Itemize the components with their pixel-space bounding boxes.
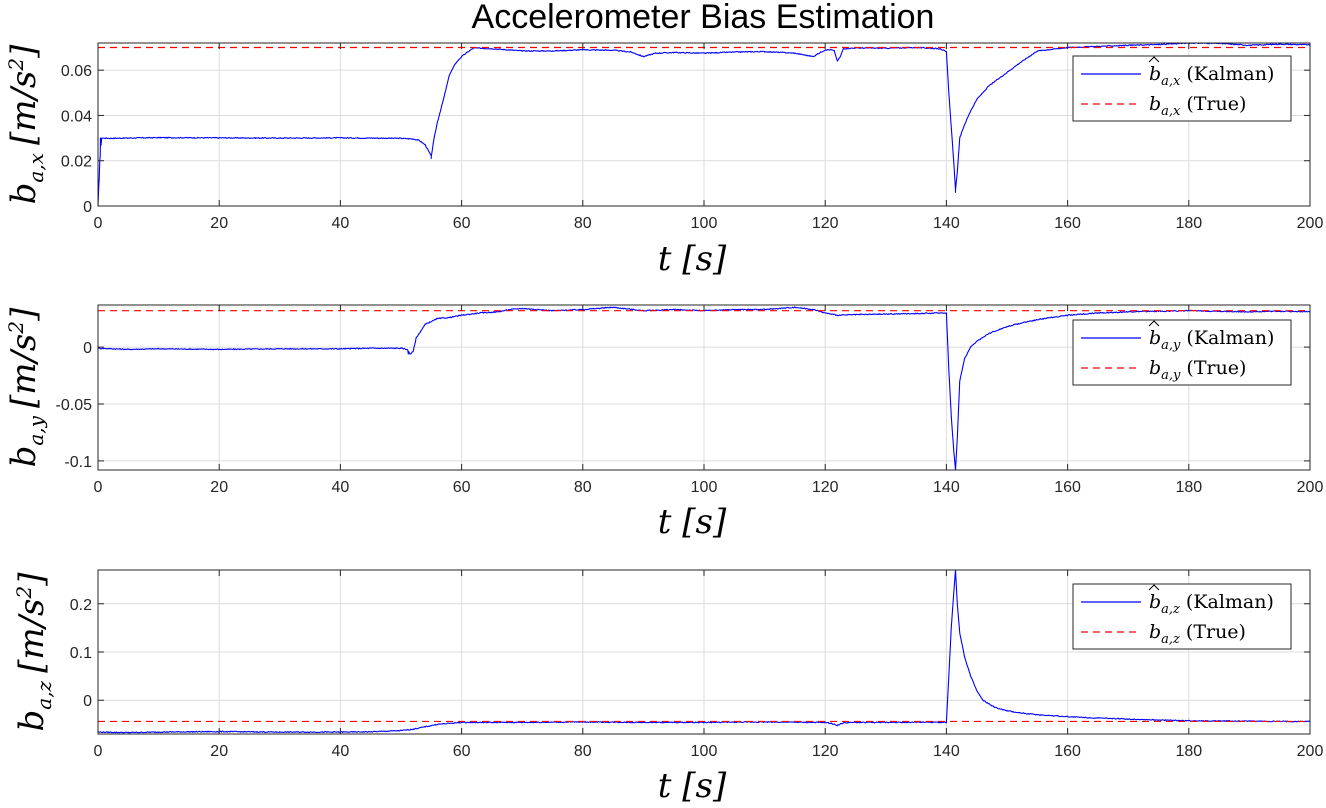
- y-axis-label: ba,z[m/s2]: [12, 572, 56, 732]
- grid-lines: [97, 570, 1311, 734]
- legend-entry: ba,z (Kalman): [1149, 591, 1274, 617]
- y-tick-label: 0: [83, 199, 92, 216]
- x-tick-label: 200: [1297, 479, 1324, 496]
- x-tick-label: 0: [94, 479, 103, 496]
- x-tick-label: 180: [1175, 215, 1202, 232]
- x-tick-label: 100: [691, 743, 718, 760]
- x-tick-label: 140: [933, 479, 960, 496]
- x-tick-label: 140: [933, 215, 960, 232]
- y-tick-label: 0.02: [61, 154, 92, 171]
- y-tick-label: 0: [83, 340, 92, 357]
- x-tick-label: 20: [210, 479, 228, 496]
- y-tick-label: 0.04: [61, 108, 92, 125]
- series-kalman-x: [97, 42, 1311, 207]
- chart-title: Accelerometer Bias Estimation: [472, 0, 935, 36]
- x-tick-label: 180: [1175, 743, 1202, 760]
- x-tick-label: 0: [94, 215, 103, 232]
- legend-entry: ba,z (True): [1149, 621, 1246, 647]
- y-tick-label: 0.1: [70, 645, 92, 662]
- subplots: 0 20 40 60 80 100 120 140 160 180 20000.020.040.06…: [4, 42, 1324, 806]
- x-tick-label: 40: [332, 743, 350, 760]
- x-tick-label: 0: [94, 743, 103, 760]
- legend-box: [1072, 583, 1292, 650]
- y-axis-label: ba,x[m/s2]: [4, 44, 48, 204]
- x-tick-label: 200: [1297, 215, 1324, 232]
- y-axis-label: ba,y[m/s2]: [4, 307, 48, 468]
- legend: ba,y (Kalman) ba,y (True): [1072, 319, 1292, 386]
- legend-hat-mark: [1148, 320, 1160, 327]
- y-tick-label: 0.2: [70, 597, 92, 614]
- x-tick-label: 120: [812, 479, 839, 496]
- x-tick-label: 180: [1175, 479, 1202, 496]
- subplot-x: 0 20 40 60 80 100 120 140 160 180 200 0 0.02 0.04 0.06…: [4, 42, 1324, 279]
- x-tick-label: 120: [812, 215, 839, 232]
- y-tick-label: -0.1: [64, 454, 92, 471]
- x-tick-label: 160: [1054, 479, 1081, 496]
- subplot-y: 0 20 40 60 80 100 120 140 160 180 200 0 -0.05 -0.1 t […: [4, 304, 1324, 542]
- x-tick-label: 140: [933, 743, 960, 760]
- y-tick-label: -0.05: [56, 397, 93, 414]
- x-tick-label: 60: [453, 215, 471, 232]
- legend: ba,x (Kalman) ba,x (True): [1072, 55, 1292, 122]
- series-kalman-z: [97, 569, 1311, 734]
- subplot-z: 0 20 40 60 80 100 120 140 160 180 200 0.2 0.1 0 t [s] b…: [12, 569, 1324, 806]
- legend-entry: ba,x (Kalman): [1149, 63, 1274, 89]
- x-tick-label: 100: [691, 479, 718, 496]
- y-tick-label: 0.06: [61, 63, 92, 80]
- x-tick-label: 60: [453, 479, 471, 496]
- x-tick-label: 40: [332, 479, 350, 496]
- x-tick-label: 80: [574, 743, 592, 760]
- y-tick-label: 0: [83, 693, 92, 710]
- x-axis-label: t [s]: [658, 766, 727, 806]
- x-tick-label: 80: [574, 215, 592, 232]
- x-tick-label: 160: [1054, 743, 1081, 760]
- x-tick-label: 60: [453, 743, 471, 760]
- x-tick-label: 80: [574, 479, 592, 496]
- x-tick-label: 120: [812, 743, 839, 760]
- x-tick-label: 20: [210, 215, 228, 232]
- x-axis-label: t [s]: [658, 502, 727, 542]
- legend-box: [1072, 55, 1292, 122]
- legend-hat-mark: [1148, 56, 1160, 63]
- x-tick-label: 160: [1054, 215, 1081, 232]
- legend-hat-mark: [1148, 584, 1160, 591]
- series-kalman-y: [97, 306, 1311, 471]
- legend: ba,z (Kalman) ba,z (True): [1072, 583, 1292, 650]
- x-axis-label: t [s]: [658, 239, 727, 279]
- x-tick-label: 40: [332, 215, 350, 232]
- legend-box: [1072, 319, 1292, 386]
- x-tick-label: 20: [210, 743, 228, 760]
- legend-entry: ba,x (True): [1149, 93, 1246, 119]
- x-tick-label: 200: [1297, 743, 1324, 760]
- legend-entry: ba,y (Kalman): [1149, 327, 1274, 353]
- legend-entry: ba,y (True): [1149, 357, 1246, 383]
- x-tick-label: 100: [691, 215, 718, 232]
